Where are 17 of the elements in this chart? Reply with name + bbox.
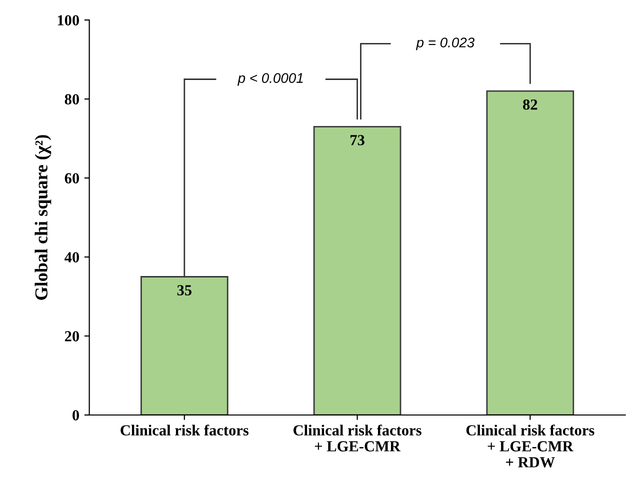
y-tick-label: 0 (72, 410, 80, 420)
y-tick-label: 20 (64, 331, 80, 342)
data-label: 35 (177, 285, 192, 296)
y-tick-label: 100 (58, 15, 80, 26)
x-tick-label: Clinical risk factors (120, 424, 249, 436)
bar (486, 90, 574, 415)
data-label: 73 (350, 135, 364, 146)
bar (313, 126, 402, 415)
y-tick-label: 60 (64, 173, 80, 184)
data-label: 82 (523, 99, 538, 110)
annotation: p < 0.0001 (237, 73, 303, 86)
y-axis-title: Global chi square (χ²) (34, 135, 52, 300)
y-tick-label: 40 (64, 252, 80, 262)
x-tick-label: Clinical risk factors + LGE-CMR (294, 424, 422, 452)
x-tick-label: Clinical risk factors + LGE-CMR + RDW (466, 424, 594, 468)
y-tick-label: 80 (64, 94, 80, 104)
annotation: p = 0.023 (416, 38, 474, 50)
